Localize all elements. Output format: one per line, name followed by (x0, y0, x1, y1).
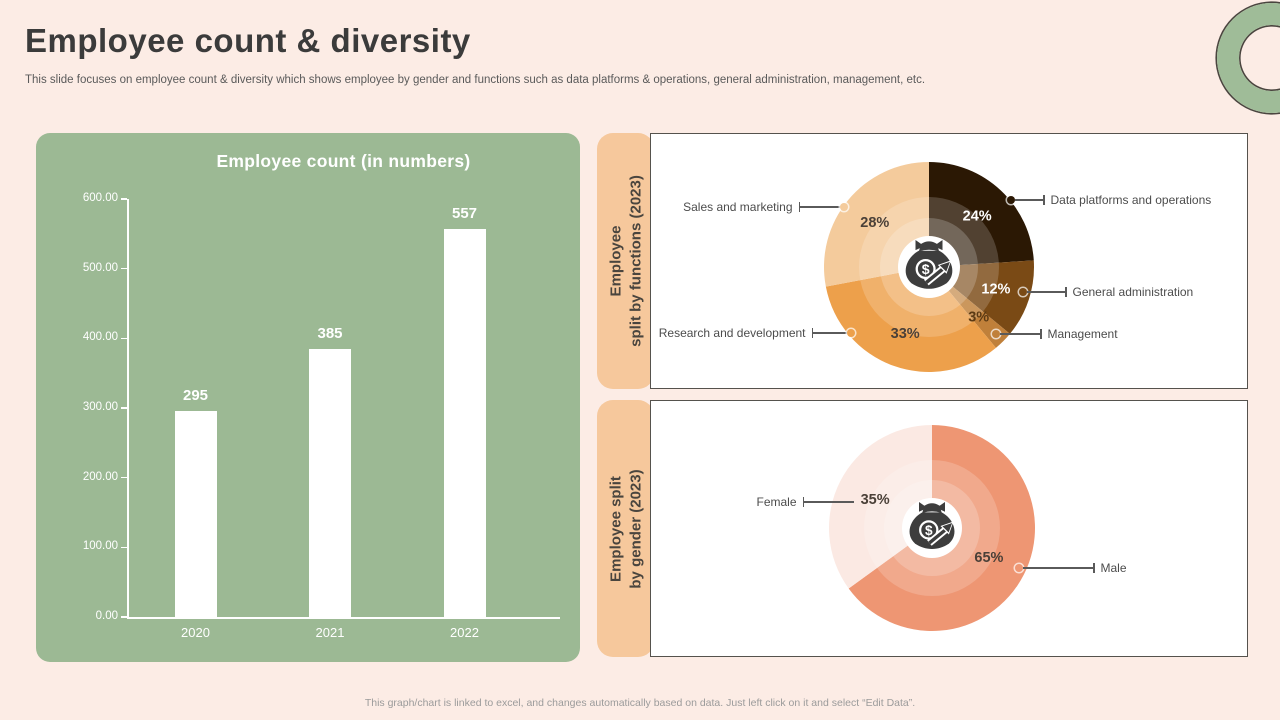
leader-tick (1065, 287, 1067, 297)
y-axis-line (127, 199, 129, 617)
functions-donut-chart: $ 24% 12% 3% 33% 28% (823, 162, 1034, 372)
y-axis-tick-label: 400.00 (82, 331, 118, 344)
y-axis-tick-mark (121, 267, 127, 270)
leader-line (800, 206, 840, 208)
x-axis-tick-label: 2020 (181, 625, 210, 640)
money-bag-icon: $ (909, 502, 955, 549)
footer-note: This graph/chart is linked to excel, and… (364, 697, 916, 709)
y-axis-tick-mark (121, 337, 127, 340)
donut-slice (829, 425, 932, 589)
leader-dot (1019, 288, 1027, 296)
leader-line (1023, 567, 1093, 569)
donut-pct-label: 33% (891, 326, 920, 342)
leader-line (1027, 291, 1065, 293)
callout-label: Management (1047, 327, 1118, 341)
y-axis-tick-mark (121, 546, 127, 549)
functions-panel-label-pill: Employee split by functions (2023) (597, 133, 654, 389)
pill-label-line: Employee split (607, 475, 624, 582)
gender-chart-panel: $ 65% 35% Female Male (650, 400, 1248, 657)
y-axis-tick-mark (121, 616, 127, 618)
leader-dot (992, 330, 1000, 338)
header: Employee count & diversity This slide fo… (25, 22, 1125, 86)
y-axis-tick-label: 500.00 (82, 261, 118, 274)
pill-label-line: by gender (2023) (626, 468, 644, 589)
gender-panel-label-pill: Employee split by gender (2023) (597, 400, 654, 657)
donut-pct-label: 24% (963, 209, 992, 225)
leader-tick (1040, 329, 1042, 339)
callout-label: Male (1100, 561, 1127, 575)
callout-label: General administration (1072, 285, 1194, 299)
donut-slice (825, 267, 996, 372)
bar-chart-plot: 600.00 500.00 400.00 300.00 200.00 100.00 0.00… (36, 133, 580, 662)
donut-slice (929, 162, 1034, 267)
money-bag-icon: $ (905, 240, 953, 289)
callout-sales-and-marketing: Sales and marketing (683, 199, 848, 215)
bar (309, 348, 351, 617)
pill-label-line: Employee (607, 225, 624, 297)
x-axis-tick-label: 2022 (450, 625, 479, 640)
bar (174, 411, 217, 617)
bar-value-label: 295 (182, 387, 209, 405)
svg-text:$: $ (925, 523, 933, 538)
functions-panel-label: Employee split by functions (2023) (597, 136, 654, 386)
y-axis-tick-label: 600.00 (82, 192, 118, 204)
bar-value-label: 385 (317, 324, 343, 342)
bar-value-label: 557 (451, 204, 478, 222)
leader-tick (798, 202, 800, 212)
leader-dot (840, 203, 848, 211)
x-axis-tick-label: 2021 (315, 625, 345, 640)
leader-dot (847, 329, 855, 337)
gender-chart-group: Employee split by gender (2023) $ 65% 35%… (597, 400, 1248, 657)
donut-pct-label: 28% (860, 215, 889, 231)
donut-pct-label: 65% (974, 550, 1003, 566)
leader-tick (802, 497, 804, 507)
leader-line (1000, 333, 1040, 335)
y-axis-tick-label: 200.00 (82, 470, 118, 483)
callout-label: Data platforms and operations (1050, 193, 1212, 207)
functions-chart-group: Employee split by functions (2023) $ 24%… (597, 133, 1248, 389)
leader-line (804, 501, 854, 503)
functions-chart-panel: $ 24% 12% 3% 33% 28% Sales and marketing Res… (650, 133, 1248, 389)
x-axis-line (127, 617, 560, 619)
donut-pct-label: 3% (968, 310, 989, 326)
y-axis-tick-mark (121, 476, 127, 479)
callout-label: Research and development (658, 326, 806, 340)
callout-data-platforms-and-operations: Data platforms and operations (1007, 192, 1211, 208)
leader-dot (1015, 564, 1023, 572)
bar-chart-panel: Employee count (in numbers) 600.00 500.00… (36, 133, 580, 662)
page-title: Employee count & diversity (25, 22, 471, 59)
corner-ring-decoration (1217, 3, 1280, 113)
callout-management: Management (992, 326, 1118, 342)
donut-pct-label: 12% (981, 282, 1010, 298)
bar (443, 228, 486, 617)
y-axis-tick-mark (121, 198, 127, 200)
y-axis-tick-label: 300.00 (82, 401, 118, 413)
y-axis-tick-mark (121, 407, 127, 409)
y-axis-tick-label: 0.00 (95, 610, 118, 622)
bar-chart-title: Employee count (in numbers) (216, 151, 471, 171)
y-axis-tick-label: 100.00 (82, 540, 118, 553)
callout-female: Female (756, 494, 854, 510)
leader-line (813, 332, 847, 334)
pill-label-line: split by functions (2023) (626, 175, 644, 347)
svg-text:$: $ (922, 262, 930, 278)
callout-male: Male (1015, 560, 1127, 576)
leader-dot (1007, 196, 1015, 204)
leader-line (1015, 199, 1043, 201)
leader-tick (1093, 563, 1095, 573)
leader-tick (811, 328, 813, 338)
callout-label: Sales and marketing (683, 200, 793, 214)
gender-panel-label: Employee split by gender (2023) (597, 404, 654, 654)
callout-general-administration: General administration (1019, 284, 1193, 300)
leader-tick (1043, 195, 1045, 205)
callout-label: Female (756, 495, 797, 509)
callout-research-and-development: Research and development (659, 325, 855, 341)
gender-donut-chart: $ 65% 35% (829, 425, 1036, 631)
donut-pct-label: 35% (861, 492, 890, 508)
page-subtitle: This slide focuses on employee count & d… (25, 74, 926, 86)
